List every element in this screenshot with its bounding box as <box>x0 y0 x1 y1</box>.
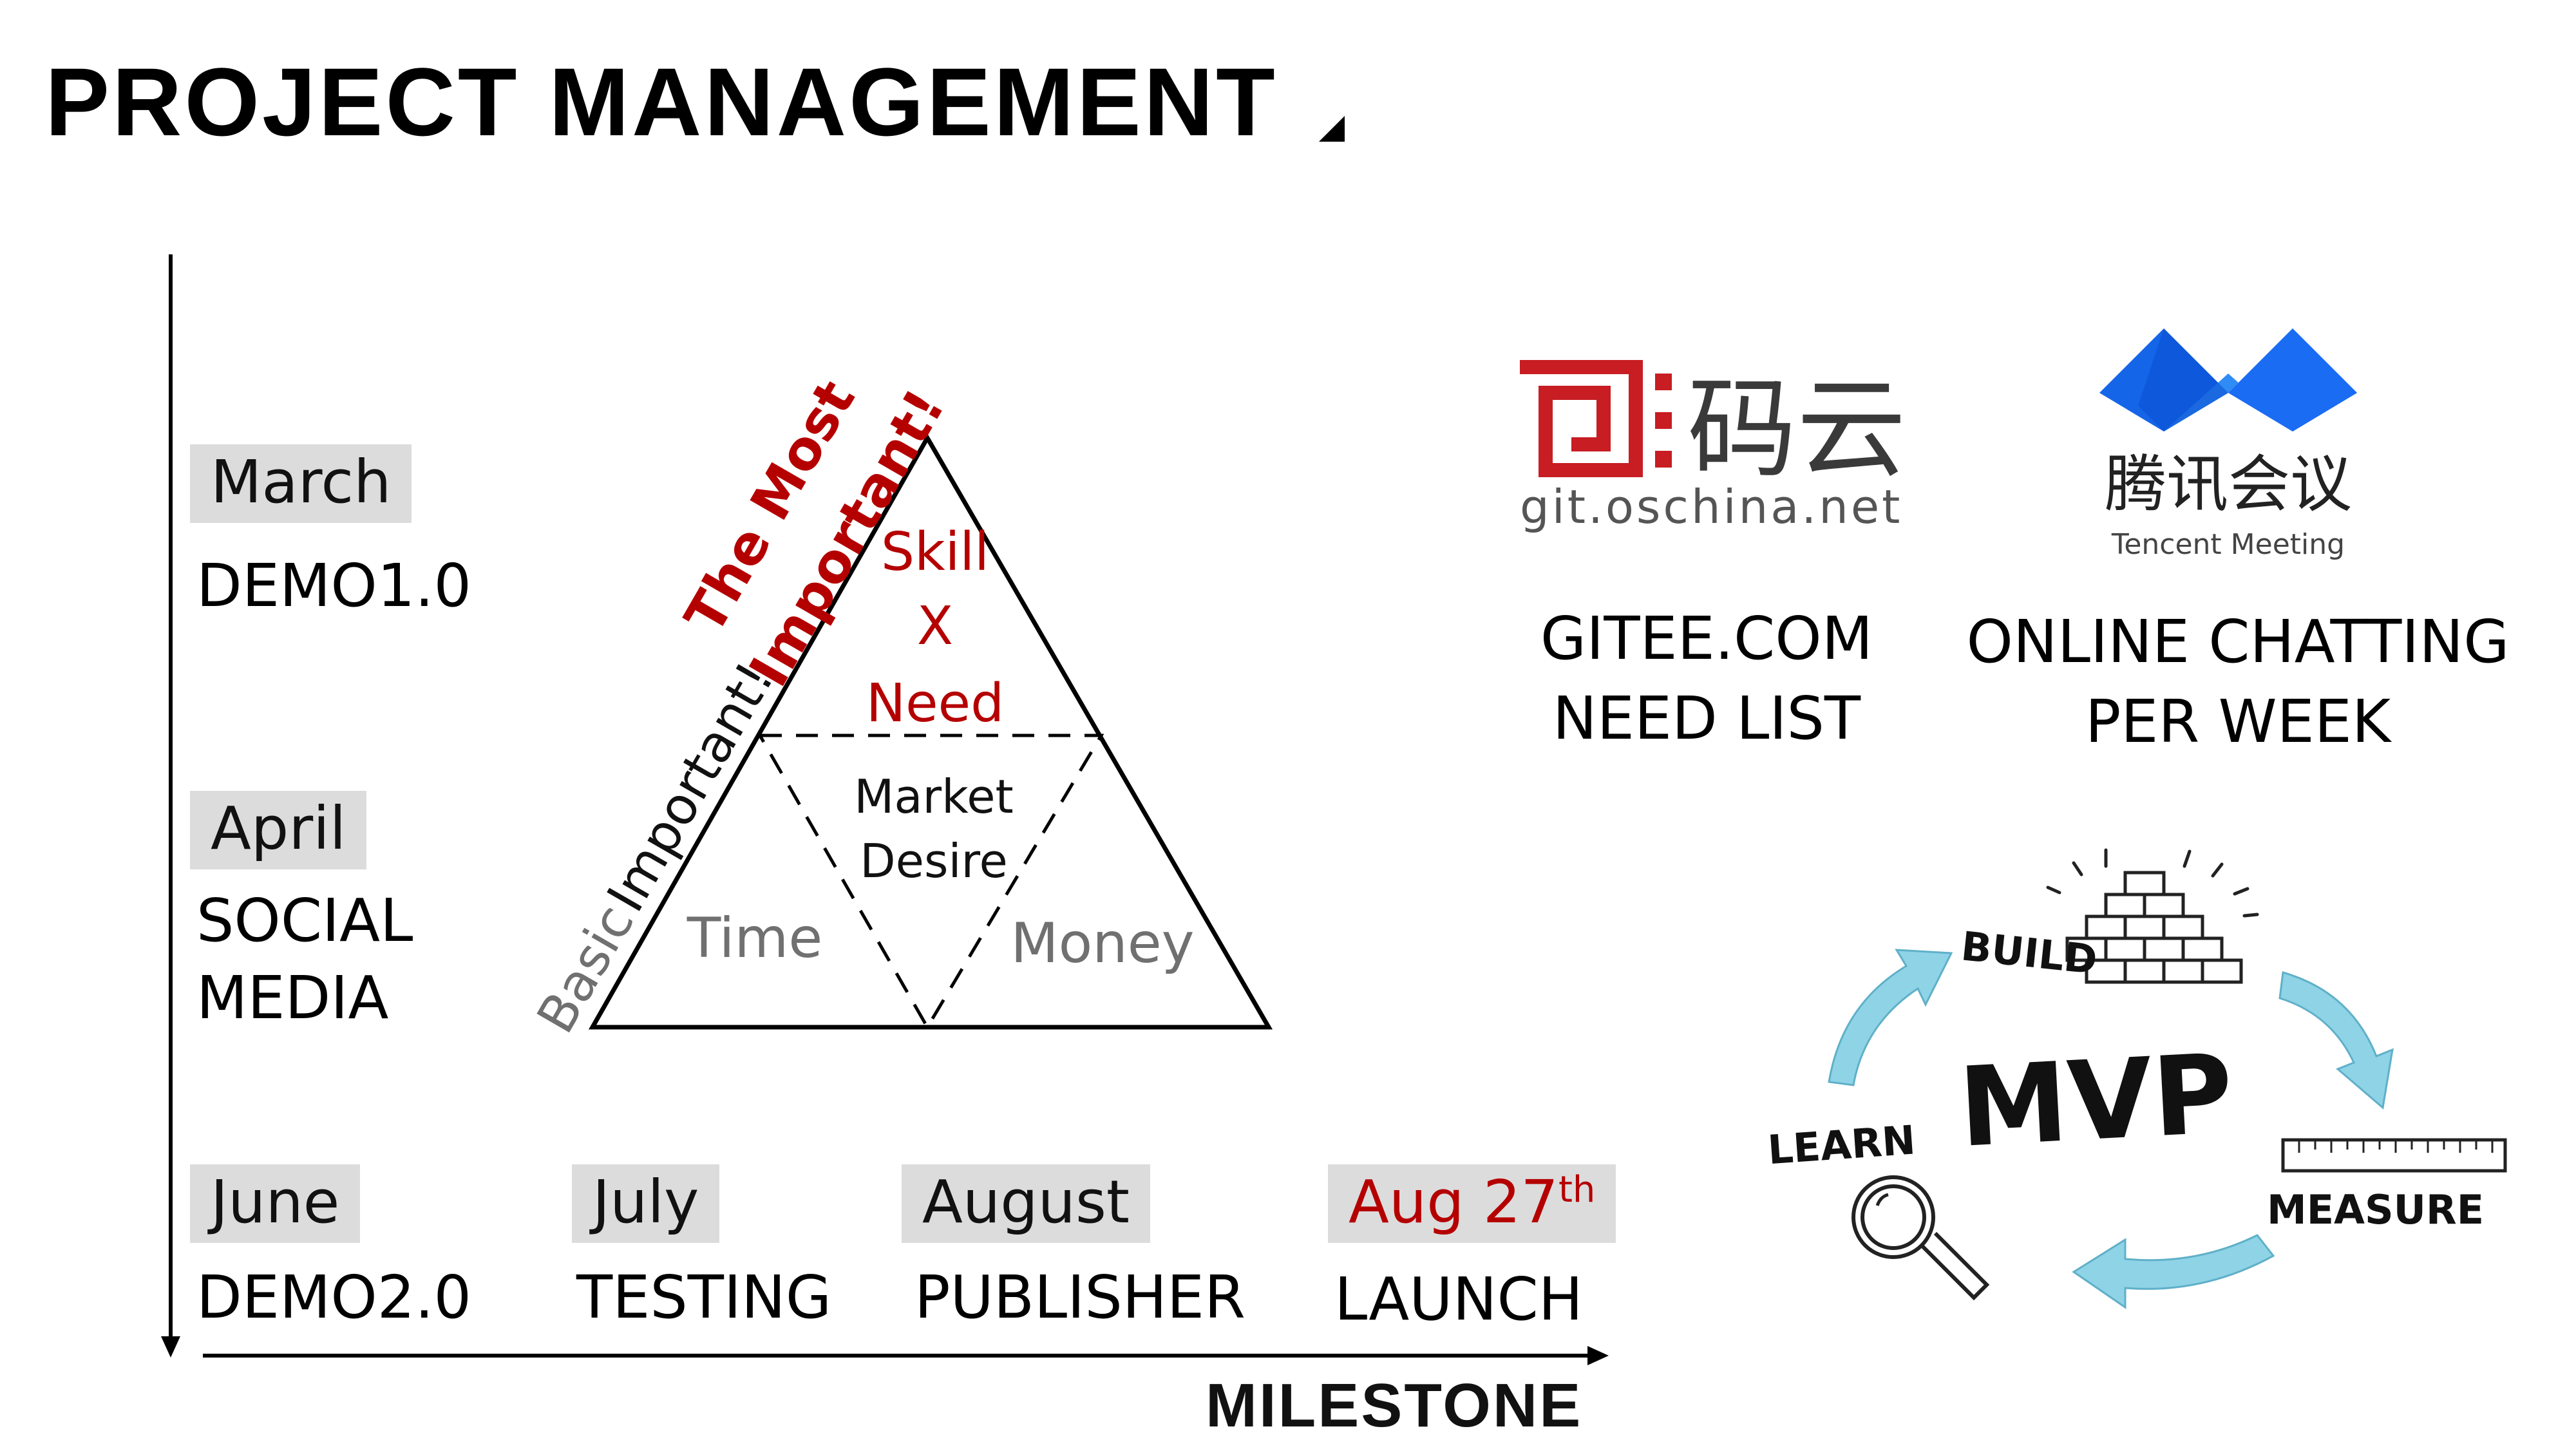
gitee-logo-sub: git.oschina.net <box>1520 480 1902 534</box>
ruler-icon <box>2281 1138 2507 1173</box>
arrow-measure-to-learn <box>2072 1234 2275 1309</box>
tencent-logo-main: 腾讯会议 <box>2105 448 2352 520</box>
milestone-axis-label: MILESTONE <box>1206 1371 1583 1440</box>
tencent-meeting-icon <box>2099 328 2357 431</box>
desire-text: Desire <box>860 834 1008 888</box>
triangle-outline <box>588 433 1273 1030</box>
need-text: Need <box>866 673 1004 734</box>
corner-triangle-icon <box>1319 116 1345 142</box>
sparkle-lines-icon <box>2046 848 2259 918</box>
important-word: Important! <box>596 652 786 922</box>
label-demo1: DEMO1.0 <box>196 551 472 620</box>
triangle-dashed-inner <box>758 734 1104 1030</box>
mvp-learn-text: LEARN <box>1766 1116 1917 1173</box>
month-august: August <box>902 1164 1150 1243</box>
mvp-cycle-diagram: MVP BUILD LEARN MEASURE <box>1766 848 2507 1309</box>
times-x-text: X <box>917 596 953 657</box>
horizontal-axis-arrow <box>1587 1346 1609 1365</box>
label-publisher: PUBLISHER <box>914 1263 1245 1332</box>
mvp-build-text: BUILD <box>1959 922 2099 983</box>
gitee-spiral-icon <box>1520 360 1643 477</box>
brick-stack-icon <box>2065 871 2243 984</box>
market-text: Market <box>854 770 1014 824</box>
priority-triangle: The Most Important! BasicImportant! Skil… <box>526 380 1273 1043</box>
tencent-meeting-logo: 腾讯会议 Tencent Meeting <box>2099 328 2357 561</box>
month-july: July <box>572 1164 720 1243</box>
gitee-caption: GITEE.COM NEED LIST <box>1540 604 1873 753</box>
gitee-logo-main: 码云 <box>1687 366 1906 493</box>
gitee-logo: 码云 git.oschina.net <box>1520 360 1906 534</box>
vertical-axis-arrow <box>161 1336 180 1358</box>
label-social-media: SOCIAL MEDIA <box>196 886 413 1032</box>
page-title: PROJECT MANAGEMENT <box>45 48 1278 156</box>
mvp-center-text: MVP <box>1956 1030 2236 1172</box>
label-testing: TESTING <box>576 1263 832 1332</box>
aug27-sup-text: th <box>1558 1169 1596 1211</box>
month-aug-27: Aug 27th <box>1328 1164 1616 1243</box>
label-launch: LAUNCH <box>1334 1265 1583 1334</box>
aug27-main-text: Aug 27 <box>1349 1168 1558 1236</box>
tencent-logo-sub: Tencent Meeting <box>2111 528 2345 561</box>
money-text: Money <box>1010 911 1194 976</box>
mvp-measure-text: MEASURE <box>2267 1186 2484 1233</box>
month-june: June <box>190 1164 361 1243</box>
arrow-learn-to-build <box>1828 949 1953 1086</box>
tencent-caption: ONLINE CHATTING PER WEEK <box>1966 607 2510 757</box>
arrow-build-to-measure <box>2278 971 2394 1110</box>
label-demo2: DEMO2.0 <box>196 1263 472 1332</box>
magnifier-icon <box>1852 1175 1990 1301</box>
month-march: March <box>190 444 412 523</box>
skill-text: Skill <box>881 522 989 583</box>
basic-important-label: BasicImportant! <box>526 652 786 1043</box>
month-april: April <box>190 791 367 869</box>
time-text: Time <box>687 906 822 971</box>
